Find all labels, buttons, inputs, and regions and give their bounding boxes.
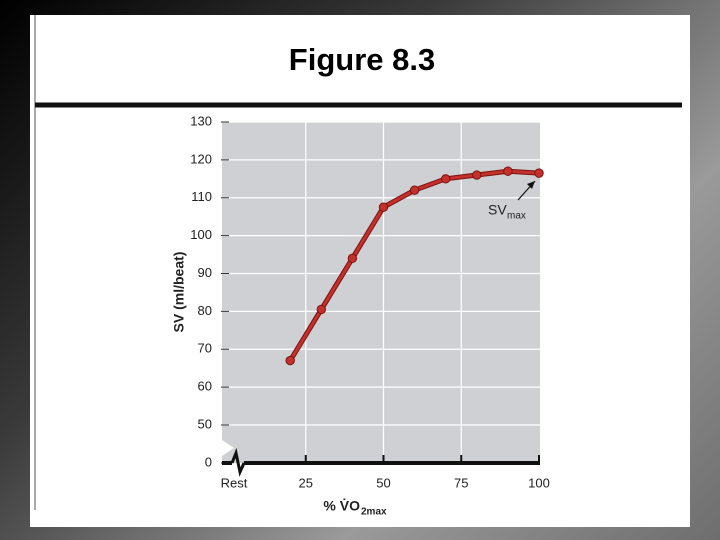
x-axis-label-subscript: 2max [361, 507, 387, 518]
y-tick-label: 80 [198, 303, 212, 318]
point [316, 304, 326, 315]
point [534, 168, 544, 178]
point [441, 174, 451, 184]
y-tick-label: 110 [191, 189, 212, 204]
axes: 0 50 60 70 80 90 100 110 120 130 Rest 25 50 75 100 [190, 113, 550, 490]
point [409, 185, 420, 195]
point [378, 202, 389, 212]
y-axis-label: SV (ml/beat) [171, 252, 187, 333]
x-tick-label: 100 [528, 475, 550, 490]
point [472, 170, 482, 180]
plot-area [222, 122, 540, 463]
y-tick-label: 130 [190, 113, 212, 128]
y-tick-label: 0 [205, 454, 212, 469]
y-tick-label: 120 [190, 151, 212, 166]
y-tick-label: 60 [198, 379, 212, 394]
point [347, 253, 358, 264]
x-tick-label: 25 [299, 475, 313, 490]
annotation-arrowhead [527, 181, 535, 189]
x-tick-label: 75 [454, 475, 468, 490]
y-tick-label: 100 [190, 227, 212, 242]
annotation-subscript: max [507, 211, 526, 222]
y-tick-label: 70 [198, 341, 212, 356]
marks [285, 166, 544, 366]
point [503, 166, 513, 176]
x-tick-label: Rest [221, 475, 248, 490]
x-tick-label: 50 [376, 475, 390, 490]
y-axis-break [222, 440, 234, 456]
chart-title: Figure 8.3 [289, 42, 435, 77]
point [285, 355, 295, 366]
y-tick-label: 90 [198, 265, 212, 280]
x-axis-break [230, 447, 246, 477]
annotation: SV [488, 202, 507, 218]
y-tick-label: 50 [198, 416, 212, 431]
x-axis-label: % V̇O [323, 498, 360, 514]
grid [222, 121, 540, 463]
